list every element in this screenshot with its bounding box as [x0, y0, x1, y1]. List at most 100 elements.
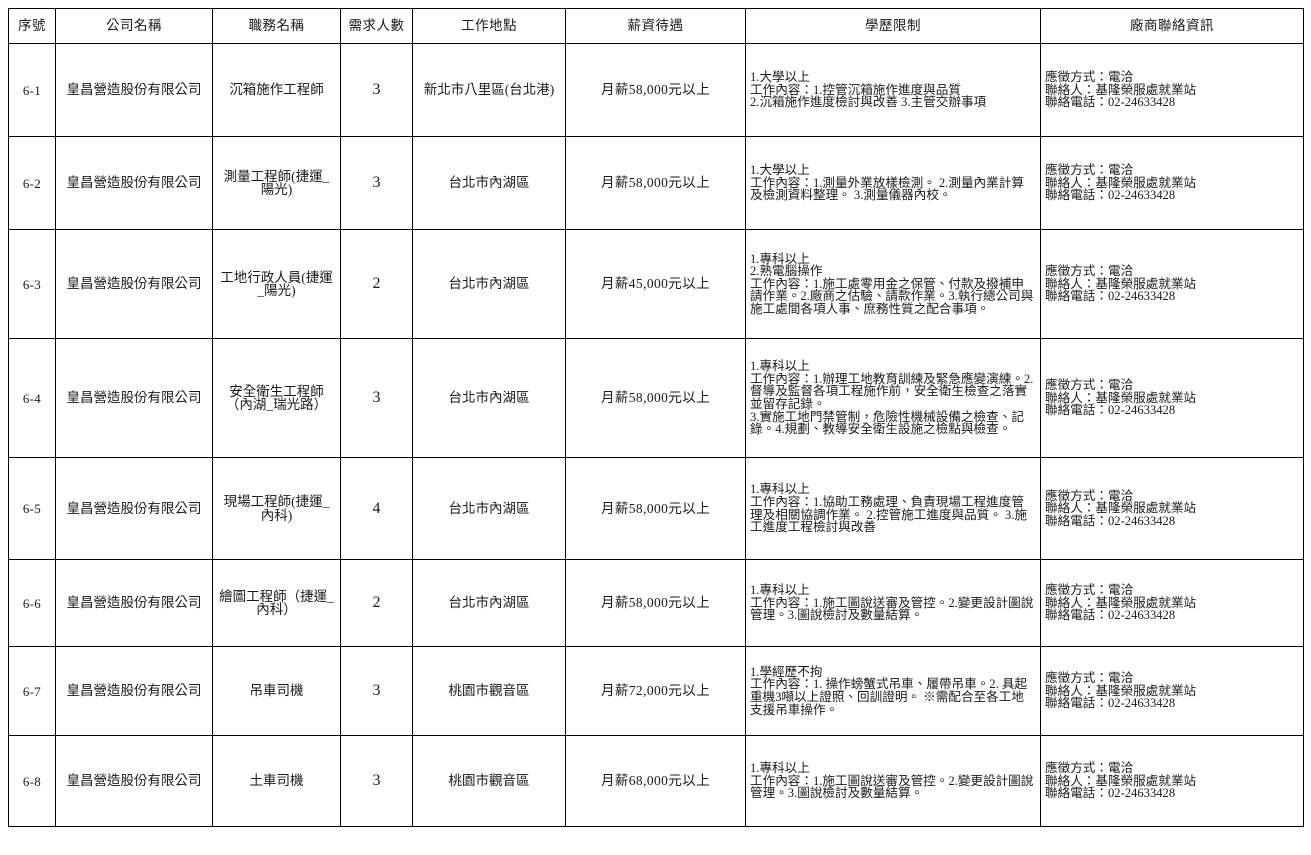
- cell-job-title: 沉箱施作工程師: [212, 43, 341, 137]
- column-header-education: 學歷限制: [745, 8, 1041, 44]
- cell-education-requirement-line: 工作內容：1.協助工務處理、負責現場工程進度管理及相關協調作業。 2.控管施工進…: [750, 494, 1028, 535]
- cell-contact-info: 應徵方式：電洽 聯絡人：基隆榮服處就業站 聯絡電話：02-24633428: [1040, 136, 1304, 230]
- cell-contact-info-line: 聯絡電話：02-24633428: [1045, 513, 1176, 528]
- cell-contact-info-line: 應徵方式：電洽: [1045, 671, 1134, 686]
- cell-contact-info-line: 應徵方式：電洽: [1045, 488, 1134, 503]
- column-header-title: 職務名稱: [212, 8, 341, 44]
- cell-contact-info-line: 聯絡電話：02-24633428: [1045, 188, 1176, 203]
- cell-job-title: 現場工程師(捷運_內科): [212, 457, 341, 560]
- cell-company: 皇昌營造股份有限公司: [55, 229, 213, 339]
- cell-contact-info-line: 聯絡電話：02-24633428: [1045, 786, 1176, 801]
- cell-job-title: 測量工程師(捷運_陽光): [212, 136, 341, 230]
- cell-education-requirement-line: 工作內容：1.施工處零用金之保管、付款及撥補申請作業。2.廠商之估驗、請款作業。…: [750, 276, 1034, 316]
- cell-salary: 月薪58,000元以上: [565, 457, 746, 560]
- cell-education-requirement-line: 工作內容：1.施工圖說送審及管控。2.變更設計圖說管理。3.圖說檢討及數量結算。: [750, 773, 1034, 801]
- cell-contact-info: 應徵方式：電洽 聯絡人：基隆榮服處就業站 聯絡電話：02-24633428: [1040, 457, 1304, 560]
- cell-contact-info-line: 聯絡人：基隆榮服處就業站: [1045, 390, 1197, 405]
- cell-headcount: 4: [340, 457, 413, 560]
- cell-headcount: 3: [340, 338, 413, 458]
- table-row: 6-6 皇昌營造股份有限公司 繪圖工程師（捷運_內科） 2 台北市內湖區 月薪58,000…: [8, 559, 1304, 647]
- cell-education-requirement: 1.專科以上 工作內容：1.施工圖說送審及管控。2.變更設計圖說管理。3.圖說檢討…: [745, 559, 1041, 647]
- cell-contact-info-line: 應徵方式：電洽: [1045, 583, 1134, 598]
- cell-salary: 月薪72,000元以上: [565, 646, 746, 736]
- cell-education-requirement-line: 3.實施工地門禁管制，危險性機械設備之檢查、記錄。4.規劃、教導安全衛生設施之檢…: [750, 409, 1024, 437]
- cell-contact-info: 應徵方式：電洽 聯絡人：基隆榮服處就業站 聯絡電話：02-24633428: [1040, 43, 1304, 137]
- cell-contact-info-line: 應徵方式：電洽: [1045, 163, 1134, 178]
- cell-company: 皇昌營造股份有限公司: [55, 43, 213, 137]
- cell-headcount: 3: [340, 735, 413, 827]
- cell-salary: 月薪58,000元以上: [565, 43, 746, 137]
- cell-education-requirement-line: 工作內容：1. 操作螃蟹式吊車、履帶吊車。2. 具起重機3噸以上證照、回訓證明。…: [750, 677, 1028, 717]
- cell-contact-info-line: 聯絡電話：02-24633428: [1045, 289, 1176, 304]
- cell-education-requirement: 1.大學以上 工作內容：1.測量外業放樣檢測。 2.測量內業計算及檢測資料整理。 …: [745, 136, 1041, 230]
- cell-education-requirement-line: 1.專科以上: [750, 251, 810, 266]
- cell-education-requirement-line: 1.專科以上: [750, 482, 810, 497]
- cell-work-location: 桃園市觀音區: [412, 735, 566, 827]
- table-row: 6-7 皇昌營造股份有限公司 吊車司機 3 桃園市觀音區 月薪72,000元以上 1.學經歷…: [8, 646, 1304, 736]
- cell-education-requirement-line: 2.沉箱施作進度檢討與改善 3.主管交辦事項: [750, 95, 987, 110]
- cell-education-requirement-line: 2.熟電腦操作: [750, 264, 823, 279]
- cell-contact-info: 應徵方式：電洽 聯絡人：基隆榮服處就業站 聯絡電話：02-24633428: [1040, 646, 1304, 736]
- cell-contact-info-line: 聯絡電話：02-24633428: [1045, 403, 1176, 418]
- cell-seq: 6-4: [8, 338, 56, 458]
- cell-contact-info-line: 聯絡人：基隆榮服處就業站: [1045, 683, 1197, 698]
- cell-education-requirement: 1.專科以上 工作內容：1.施工圖說送審及管控。2.變更設計圖說管理。3.圖說檢討…: [745, 735, 1041, 827]
- cell-contact-info-line: 聯絡電話：02-24633428: [1045, 608, 1176, 623]
- cell-education-requirement: 1.學經歷不拘 工作內容：1. 操作螃蟹式吊車、履帶吊車。2. 具起重機3噸以上證…: [745, 646, 1041, 736]
- cell-seq: 6-8: [8, 735, 56, 827]
- cell-contact-info: 應徵方式：電洽 聯絡人：基隆榮服處就業站 聯絡電話：02-24633428: [1040, 559, 1304, 647]
- table-row: 6-4 皇昌營造股份有限公司 安全衛生工程師（內湖_瑞光路） 3 台北市內湖區 月薪58,…: [8, 338, 1304, 458]
- cell-seq: 6-3: [8, 229, 56, 339]
- cell-company: 皇昌營造股份有限公司: [55, 735, 213, 827]
- cell-salary: 月薪58,000元以上: [565, 136, 746, 230]
- cell-contact-info-line: 應徵方式：電洽: [1045, 761, 1134, 776]
- cell-education-requirement-line: 1.專科以上: [750, 359, 810, 374]
- cell-education-requirement-line: 1.大學以上: [750, 163, 810, 178]
- cell-seq: 6-2: [8, 136, 56, 230]
- cell-education-requirement-line: 1.學經歷不拘: [750, 664, 823, 679]
- cell-work-location: 桃園市觀音區: [412, 646, 566, 736]
- cell-education-requirement: 1.專科以上 工作內容：1.協助工務處理、負責現場工程進度管理及相關協調作業。 2…: [745, 457, 1041, 560]
- cell-work-location: 台北市內湖區: [412, 136, 566, 230]
- cell-work-location: 新北市八里區(台北港): [412, 43, 566, 137]
- table-row: 6-3 皇昌營造股份有限公司 工地行政人員(捷運_陽光) 2 台北市內湖區 月薪45,00…: [8, 229, 1304, 339]
- cell-contact-info-line: 聯絡人：基隆榮服處就業站: [1045, 773, 1197, 788]
- cell-education-requirement-line: 工作內容：1.控管沉箱施作進度與品質: [750, 82, 961, 97]
- cell-work-location: 台北市內湖區: [412, 457, 566, 560]
- cell-education-requirement-line: 1.專科以上: [750, 583, 810, 598]
- cell-contact-info-line: 應徵方式：電洽: [1045, 378, 1134, 393]
- column-header-salary: 薪資待遇: [565, 8, 746, 44]
- cell-seq: 6-1: [8, 43, 56, 137]
- cell-contact-info: 應徵方式：電洽 聯絡人：基隆榮服處就業站 聯絡電話：02-24633428: [1040, 338, 1304, 458]
- cell-contact-info: 應徵方式：電洽 聯絡人：基隆榮服處就業站 聯絡電話：02-24633428: [1040, 229, 1304, 339]
- cell-job-title: 土車司機: [212, 735, 341, 827]
- table-row: 6-5 皇昌營造股份有限公司 現場工程師(捷運_內科) 4 台北市內湖區 月薪58,000…: [8, 457, 1304, 560]
- cell-company: 皇昌營造股份有限公司: [55, 646, 213, 736]
- cell-headcount: 3: [340, 646, 413, 736]
- cell-headcount: 2: [340, 229, 413, 339]
- column-header-seq: 序號: [8, 8, 56, 44]
- cell-contact-info-line: 聯絡人：基隆榮服處就業站: [1045, 595, 1197, 610]
- cell-job-title: 吊車司機: [212, 646, 341, 736]
- table-header: 序號 公司名稱 職務名稱 需求人數 工作地點 薪資待遇 學歷限制 廠商聯絡資訊: [8, 8, 1304, 44]
- cell-company: 皇昌營造股份有限公司: [55, 136, 213, 230]
- table-row: 6-8 皇昌營造股份有限公司 土車司機 3 桃園市觀音區 月薪68,000元以上 1.專科以…: [8, 735, 1304, 827]
- table-body: 6-1 皇昌營造股份有限公司 沉箱施作工程師 3 新北市八里區(台北港) 月薪58,000…: [8, 43, 1304, 827]
- cell-job-title: 繪圖工程師（捷運_內科）: [212, 559, 341, 647]
- cell-education-requirement: 1.專科以上 2.熟電腦操作 工作內容：1.施工處零用金之保管、付款及撥補申請作業。…: [745, 229, 1041, 339]
- cell-job-title: 安全衛生工程師（內湖_瑞光路）: [212, 338, 341, 458]
- cell-education-requirement-line: 1.大學以上: [750, 70, 810, 85]
- cell-education-requirement-line: 工作內容：1.施工圖說送審及管控。2.變更設計圖說管理。3.圖說檢討及數量結算。: [750, 595, 1034, 623]
- cell-salary: 月薪58,000元以上: [565, 338, 746, 458]
- cell-salary: 月薪45,000元以上: [565, 229, 746, 339]
- cell-education-requirement-line: 1.專科以上: [750, 761, 810, 776]
- cell-company: 皇昌營造股份有限公司: [55, 338, 213, 458]
- cell-headcount: 2: [340, 559, 413, 647]
- cell-contact-info-line: 聯絡人：基隆榮服處就業站: [1045, 82, 1197, 97]
- column-header-company: 公司名稱: [55, 8, 213, 44]
- cell-education-requirement: 1.大學以上 工作內容：1.控管沉箱施作進度與品質 2.沉箱施作進度檢討與改善 3.…: [745, 43, 1041, 137]
- column-header-place: 工作地點: [412, 8, 566, 44]
- job-listing-table: 序號 公司名稱 職務名稱 需求人數 工作地點 薪資待遇 學歷限制 廠商聯絡資訊 …: [8, 8, 1304, 827]
- table-row: 6-2 皇昌營造股份有限公司 測量工程師(捷運_陽光) 3 台北市內湖區 月薪58,000…: [8, 136, 1304, 230]
